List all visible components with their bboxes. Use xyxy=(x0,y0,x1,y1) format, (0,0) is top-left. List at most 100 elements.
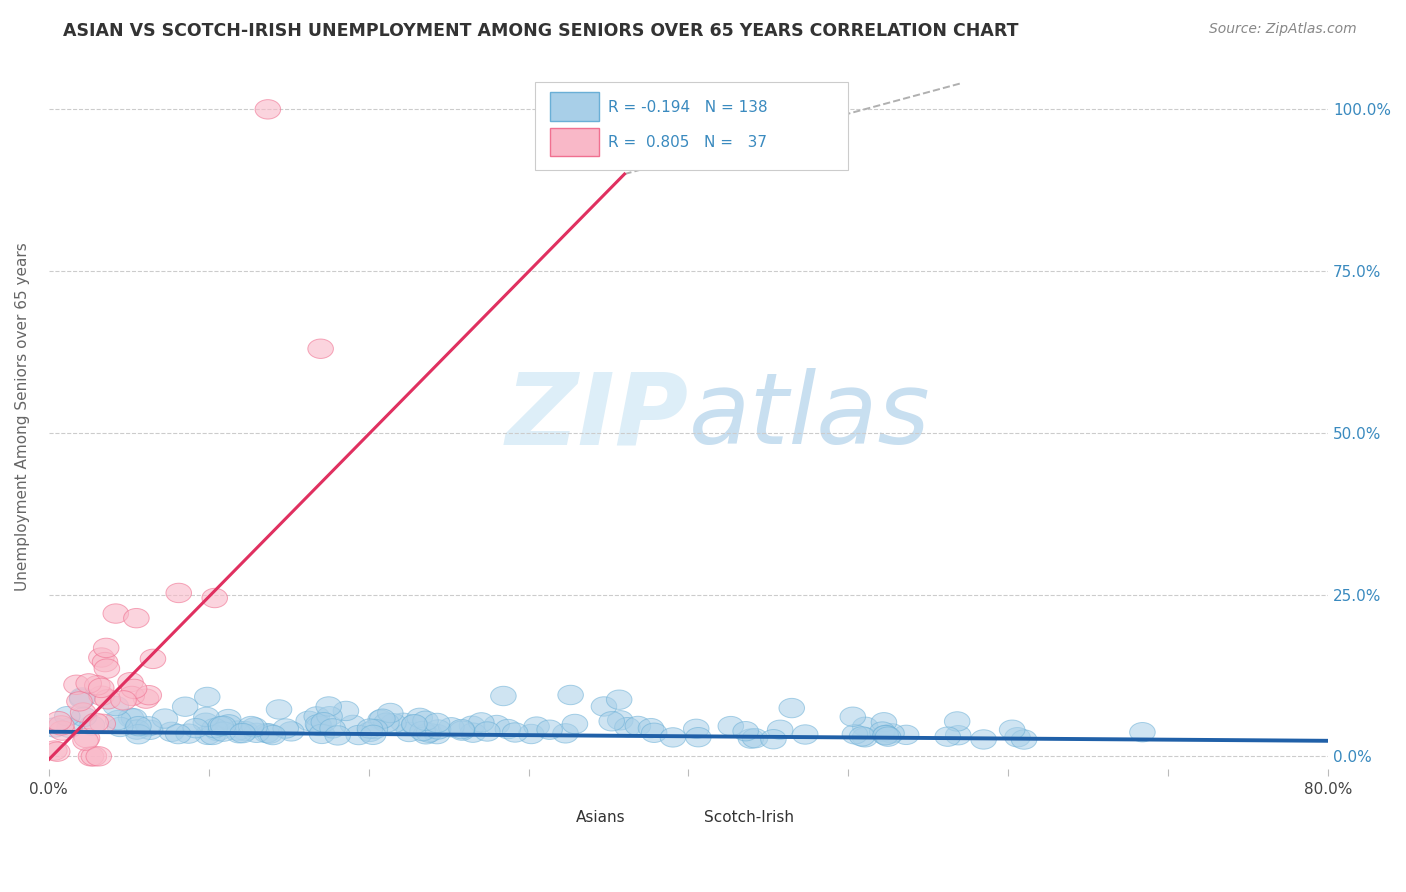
Ellipse shape xyxy=(363,719,388,739)
Ellipse shape xyxy=(558,685,583,705)
Ellipse shape xyxy=(63,675,90,695)
Ellipse shape xyxy=(90,714,115,733)
Ellipse shape xyxy=(370,709,395,729)
Ellipse shape xyxy=(239,716,264,736)
Ellipse shape xyxy=(357,723,382,741)
Text: Scotch-Irish: Scotch-Irish xyxy=(704,810,794,825)
Ellipse shape xyxy=(89,648,114,667)
FancyBboxPatch shape xyxy=(550,128,599,156)
Ellipse shape xyxy=(378,703,404,723)
Ellipse shape xyxy=(254,100,281,119)
Ellipse shape xyxy=(205,722,231,741)
Ellipse shape xyxy=(935,727,960,747)
Ellipse shape xyxy=(166,724,191,744)
Text: atlas: atlas xyxy=(689,368,931,465)
Ellipse shape xyxy=(1129,723,1156,742)
Ellipse shape xyxy=(136,685,162,705)
Ellipse shape xyxy=(118,673,143,692)
Text: ASIAN VS SCOTCH-IRISH UNEMPLOYMENT AMONG SENIORS OVER 65 YEARS CORRELATION CHART: ASIAN VS SCOTCH-IRISH UNEMPLOYMENT AMONG… xyxy=(63,22,1019,40)
FancyBboxPatch shape xyxy=(652,804,699,832)
Ellipse shape xyxy=(200,725,225,745)
Ellipse shape xyxy=(242,718,267,737)
Ellipse shape xyxy=(89,678,114,698)
Ellipse shape xyxy=(413,724,439,744)
Ellipse shape xyxy=(103,697,128,715)
Ellipse shape xyxy=(391,713,416,732)
Ellipse shape xyxy=(118,708,143,728)
Ellipse shape xyxy=(304,706,329,726)
Ellipse shape xyxy=(193,713,218,732)
Ellipse shape xyxy=(217,714,242,734)
Ellipse shape xyxy=(606,690,631,709)
Ellipse shape xyxy=(173,697,198,716)
Ellipse shape xyxy=(42,741,67,760)
Ellipse shape xyxy=(93,652,118,672)
Ellipse shape xyxy=(852,728,877,747)
Ellipse shape xyxy=(243,723,270,742)
Ellipse shape xyxy=(84,675,110,695)
Ellipse shape xyxy=(194,687,221,706)
Ellipse shape xyxy=(73,731,98,750)
Ellipse shape xyxy=(69,689,94,708)
Ellipse shape xyxy=(873,725,898,745)
Ellipse shape xyxy=(72,707,97,727)
Ellipse shape xyxy=(357,719,382,739)
Ellipse shape xyxy=(413,711,439,731)
Ellipse shape xyxy=(66,691,93,711)
Text: Asians: Asians xyxy=(576,810,626,825)
Ellipse shape xyxy=(733,722,758,741)
Ellipse shape xyxy=(1000,720,1025,739)
Ellipse shape xyxy=(738,729,763,748)
Ellipse shape xyxy=(537,720,562,739)
Ellipse shape xyxy=(159,723,184,741)
Ellipse shape xyxy=(260,725,285,745)
Ellipse shape xyxy=(893,725,920,745)
Ellipse shape xyxy=(79,747,104,766)
Ellipse shape xyxy=(70,703,96,723)
Ellipse shape xyxy=(134,689,159,708)
Ellipse shape xyxy=(873,725,898,745)
Ellipse shape xyxy=(718,716,744,736)
Ellipse shape xyxy=(638,718,664,738)
Ellipse shape xyxy=(374,713,399,732)
Ellipse shape xyxy=(86,747,111,766)
Ellipse shape xyxy=(839,707,866,726)
Ellipse shape xyxy=(316,697,342,716)
FancyBboxPatch shape xyxy=(534,82,848,169)
Ellipse shape xyxy=(311,713,336,732)
Ellipse shape xyxy=(309,724,335,744)
Ellipse shape xyxy=(641,723,666,742)
Ellipse shape xyxy=(46,712,72,731)
Ellipse shape xyxy=(842,724,868,744)
Ellipse shape xyxy=(103,604,128,624)
Ellipse shape xyxy=(626,716,651,736)
Ellipse shape xyxy=(55,706,80,726)
Ellipse shape xyxy=(406,708,433,728)
Ellipse shape xyxy=(105,710,131,730)
Ellipse shape xyxy=(425,724,450,744)
Ellipse shape xyxy=(591,697,617,716)
Ellipse shape xyxy=(449,721,475,740)
Ellipse shape xyxy=(852,717,877,737)
Ellipse shape xyxy=(273,719,298,739)
Ellipse shape xyxy=(360,725,385,745)
Ellipse shape xyxy=(176,724,201,743)
Ellipse shape xyxy=(215,709,240,729)
Ellipse shape xyxy=(683,719,709,739)
Ellipse shape xyxy=(368,710,394,730)
Ellipse shape xyxy=(562,714,588,734)
Ellipse shape xyxy=(872,713,897,732)
Ellipse shape xyxy=(307,716,332,736)
Ellipse shape xyxy=(409,722,436,740)
Ellipse shape xyxy=(152,709,177,728)
Ellipse shape xyxy=(460,723,485,742)
Ellipse shape xyxy=(340,715,366,735)
Ellipse shape xyxy=(381,714,406,733)
Ellipse shape xyxy=(121,679,146,698)
Ellipse shape xyxy=(686,728,711,747)
Ellipse shape xyxy=(257,724,283,743)
Ellipse shape xyxy=(495,719,520,739)
Ellipse shape xyxy=(439,717,464,737)
Ellipse shape xyxy=(316,706,343,726)
Ellipse shape xyxy=(226,723,252,743)
